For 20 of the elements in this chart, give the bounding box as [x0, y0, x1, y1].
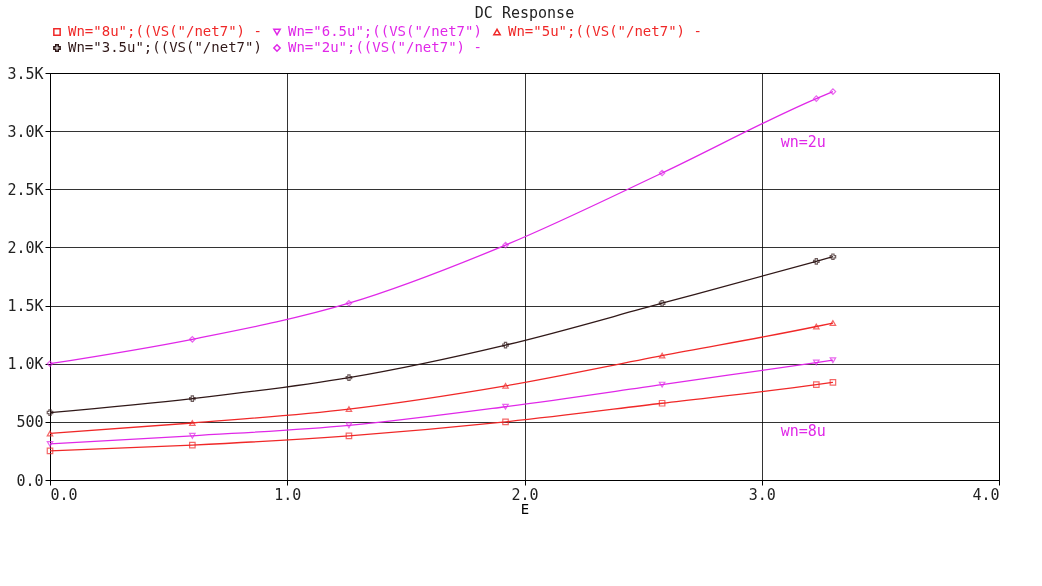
annotation: wn=8u [780, 422, 826, 441]
legend-label: Wn="8u";((VS("/net7") - [68, 23, 262, 39]
x-tick-label: 1.0 [274, 485, 302, 504]
legend-label: Wn="2u";((VS("/net7") - [288, 39, 482, 55]
y-tick-label: 2.0K [7, 238, 44, 257]
y-tick-label: 0.0 [16, 471, 44, 490]
chart-title: DC Response [474, 4, 575, 22]
x-tick-label: 0.0 [50, 485, 78, 504]
x-tick-label: 4.0 [972, 485, 1000, 504]
y-tick-label: 2.5K [7, 180, 44, 199]
legend-label: Wn="6.5u";((VS("/net7") [288, 23, 482, 39]
annotation: wn=2u [780, 133, 826, 152]
y-tick-label: 500 [16, 413, 44, 432]
legend-label: Wn="5u";((VS("/net7") - [508, 23, 702, 39]
y-tick-label: 3.5K [7, 64, 44, 83]
y-tick-label: 1.0K [7, 355, 44, 374]
y-tick-label: 3.0K [7, 122, 44, 141]
y-tick-label: 1.5K [7, 297, 44, 316]
x-tick-label: 3.0 [748, 485, 776, 504]
legend-label: Wn="3.5u";((VS("/net7") [68, 39, 262, 55]
